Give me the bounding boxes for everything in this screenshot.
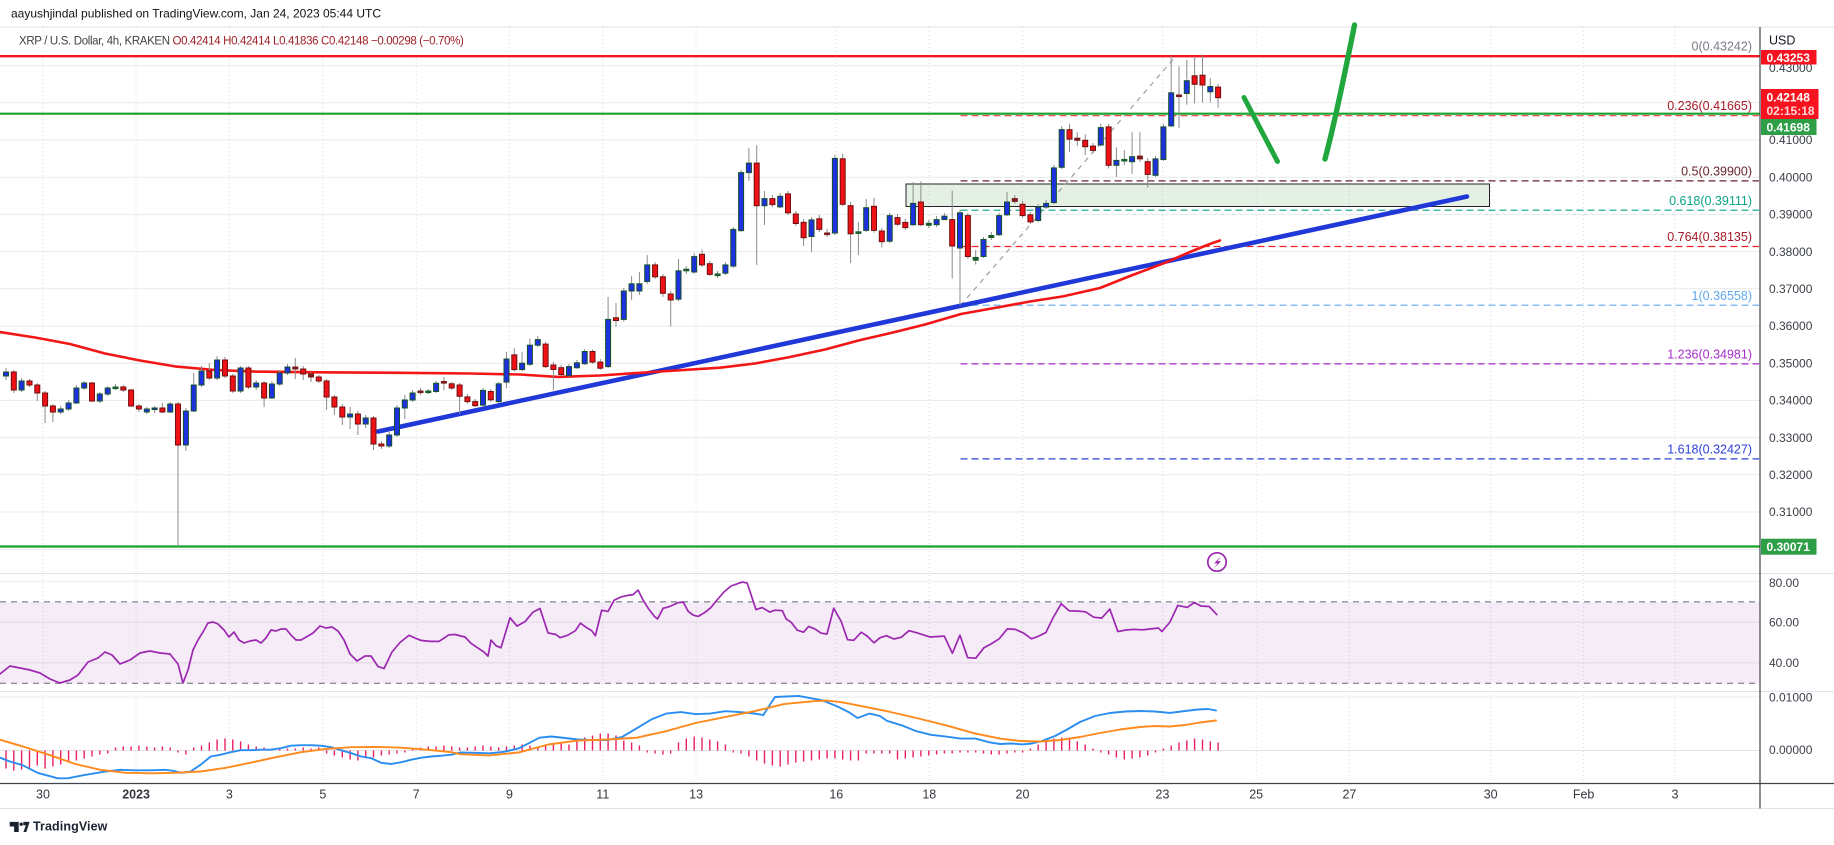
svg-text:0.764(0.38135): 0.764(0.38135) xyxy=(1667,230,1752,244)
svg-text:0.31000: 0.31000 xyxy=(1769,505,1813,519)
svg-text:0.32000: 0.32000 xyxy=(1769,468,1813,482)
svg-text:0.35000: 0.35000 xyxy=(1769,356,1813,370)
svg-text:0.618(0.39111): 0.618(0.39111) xyxy=(1669,194,1752,208)
svg-text:0.01000: 0.01000 xyxy=(1769,690,1813,704)
svg-text:9: 9 xyxy=(506,788,513,802)
svg-text:0.43253: 0.43253 xyxy=(1767,51,1811,65)
svg-text:0.36000: 0.36000 xyxy=(1769,319,1813,333)
svg-text:XRP / U.S. Dollar, 4h, KRAKEN: XRP / U.S. Dollar, 4h, KRAKEN O0.42414 H… xyxy=(19,36,464,48)
svg-text:0.236(0.41665): 0.236(0.41665) xyxy=(1667,99,1752,113)
svg-text:40.00: 40.00 xyxy=(1769,656,1799,670)
svg-text:1(0.36558): 1(0.36558) xyxy=(1692,289,1752,303)
svg-text:0.30071: 0.30071 xyxy=(1767,540,1811,554)
svg-text:Feb: Feb xyxy=(1573,788,1595,802)
svg-text:0.34000: 0.34000 xyxy=(1769,394,1813,408)
svg-text:0(0.43242): 0(0.43242) xyxy=(1692,40,1752,54)
svg-text:3: 3 xyxy=(1672,788,1679,802)
svg-text:0.37000: 0.37000 xyxy=(1769,282,1813,296)
svg-text:11: 11 xyxy=(596,788,609,802)
svg-text:27: 27 xyxy=(1342,788,1356,802)
svg-text:3: 3 xyxy=(226,788,233,802)
svg-text:0.38000: 0.38000 xyxy=(1769,245,1813,259)
svg-text:80.00: 80.00 xyxy=(1769,576,1799,590)
svg-text:1.236(0.34981): 1.236(0.34981) xyxy=(1667,348,1752,362)
svg-text:30: 30 xyxy=(36,788,50,802)
svg-text:02:15:18: 02:15:18 xyxy=(1767,104,1815,118)
svg-text:aayushjindal published on Trad: aayushjindal published on TradingView.co… xyxy=(11,7,381,21)
svg-text:0.00000: 0.00000 xyxy=(1769,743,1813,757)
svg-text:18: 18 xyxy=(922,788,936,802)
svg-text:16: 16 xyxy=(829,788,843,802)
svg-text:0.41698: 0.41698 xyxy=(1767,121,1811,135)
svg-text:0.41000: 0.41000 xyxy=(1769,133,1813,147)
svg-text:7: 7 xyxy=(413,788,420,802)
svg-text:USD: USD xyxy=(1769,34,1795,48)
svg-text:25: 25 xyxy=(1249,788,1263,802)
svg-text:0.5(0.39900): 0.5(0.39900) xyxy=(1681,165,1752,179)
svg-text:0.40000: 0.40000 xyxy=(1769,170,1813,184)
svg-text:5: 5 xyxy=(319,788,326,802)
svg-text:2023: 2023 xyxy=(122,788,150,802)
svg-text:30: 30 xyxy=(1484,788,1498,802)
svg-text:0.33000: 0.33000 xyxy=(1769,431,1813,445)
svg-text:TradingView: TradingView xyxy=(33,820,108,834)
svg-text:20: 20 xyxy=(1016,788,1030,802)
svg-text:0.39000: 0.39000 xyxy=(1769,208,1813,222)
svg-text:13: 13 xyxy=(689,788,703,802)
svg-text:0.42148: 0.42148 xyxy=(1767,91,1811,105)
svg-text:60.00: 60.00 xyxy=(1769,615,1799,629)
svg-text:23: 23 xyxy=(1156,788,1170,802)
svg-text:1.618(0.32427): 1.618(0.32427) xyxy=(1667,443,1752,457)
